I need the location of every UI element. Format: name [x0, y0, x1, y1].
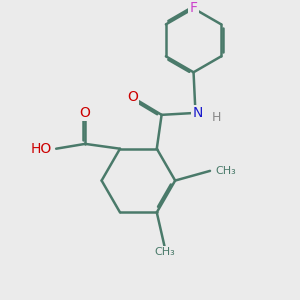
Text: CH₃: CH₃: [154, 247, 175, 257]
Text: O: O: [127, 90, 138, 104]
Text: N: N: [192, 106, 203, 120]
Text: F: F: [190, 2, 197, 15]
Text: O: O: [80, 106, 91, 120]
Text: CH₃: CH₃: [216, 166, 236, 176]
Text: HO: HO: [31, 142, 52, 156]
Text: H: H: [212, 111, 221, 124]
